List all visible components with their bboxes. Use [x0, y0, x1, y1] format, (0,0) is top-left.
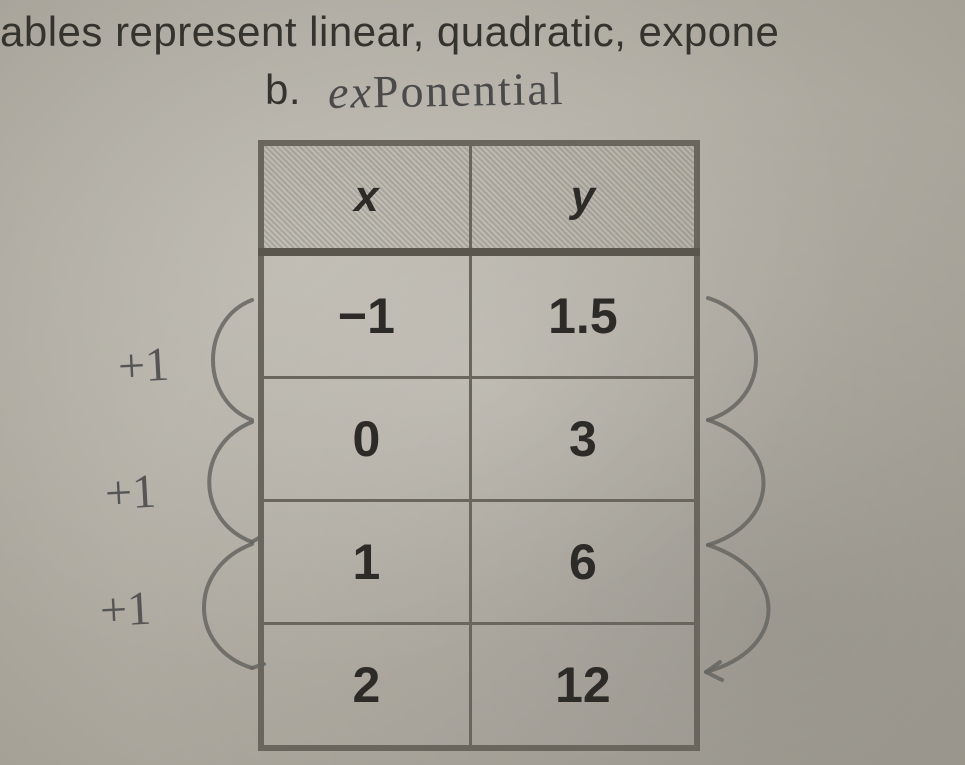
cell-y: 12	[470, 624, 697, 749]
delta-label-left-2: +1	[104, 464, 158, 522]
table-row: −1 1.5	[261, 252, 697, 378]
table-row: 2 12	[261, 624, 697, 749]
right-arc-3-arrow	[706, 662, 722, 680]
cell-y: 6	[470, 501, 697, 624]
cell-x: 1	[261, 501, 470, 624]
delta-label-left-1: +1	[117, 337, 171, 395]
cell-x: −1	[261, 252, 470, 378]
answer-rest: Ponential	[372, 63, 565, 117]
left-arc-3	[204, 544, 252, 668]
answer-prefix: ex	[328, 66, 374, 118]
cell-x: 0	[261, 378, 470, 501]
right-arc-3	[706, 545, 769, 672]
table-header-row: x y	[261, 143, 697, 252]
table-row: 1 6	[261, 501, 697, 624]
cell-x: 2	[261, 624, 470, 749]
item-label-b: b.	[265, 66, 301, 114]
right-arc-2	[708, 420, 764, 545]
cell-y: 1.5	[470, 252, 697, 378]
question-text-fragment: ables represent linear, quadratic, expon…	[0, 8, 779, 56]
left-arc-1	[213, 300, 252, 420]
handwritten-answer: exPonential	[328, 62, 565, 119]
table-row: 0 3	[261, 378, 697, 501]
col-header-y: y	[470, 143, 697, 252]
col-header-x: x	[261, 143, 470, 252]
left-arc-2	[209, 422, 252, 542]
cell-y: 3	[470, 378, 697, 501]
right-arc-1	[708, 298, 756, 420]
delta-label-left-3: +1	[99, 581, 153, 639]
xy-table: x y −1 1.5 0 3 1 6 2 12	[258, 140, 700, 751]
